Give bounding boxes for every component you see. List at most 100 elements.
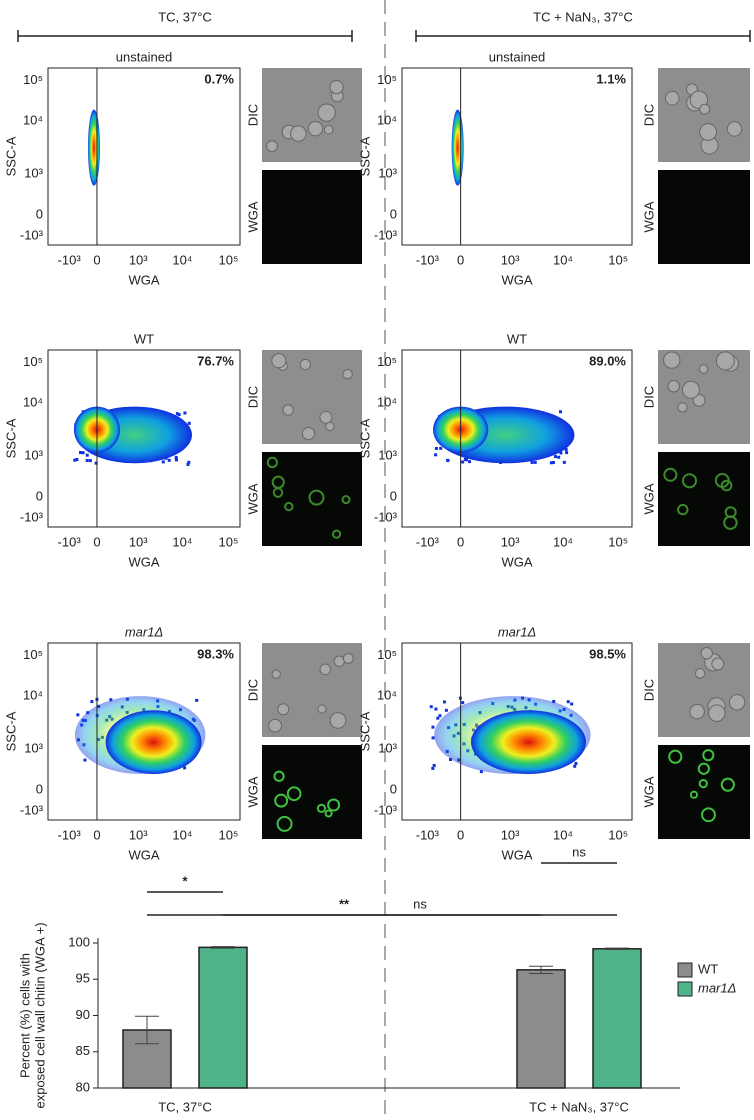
condition-label: TC + NaN₃, 37°C — [533, 9, 633, 24]
wga-image — [262, 452, 362, 546]
gate-percent: 1.1% — [596, 71, 626, 86]
significance-label: ** — [339, 896, 350, 911]
x-tick-label: 10³ — [501, 534, 520, 549]
event — [90, 700, 94, 704]
image-label: WGA — [245, 483, 260, 514]
x-axis-label: WGA — [501, 272, 532, 287]
image-label: DIC — [245, 104, 260, 126]
stained-cell — [308, 489, 325, 506]
error-bar — [605, 947, 629, 951]
cell — [694, 668, 706, 679]
panel-title: unstained — [116, 49, 172, 64]
stained-cell — [324, 809, 333, 818]
flow-panel: mar1Δ 98.3% -10³ 0 10³ 10⁴ 10⁵ 10⁵ 10⁴ 10³ 0 -10³ WG… — [3, 624, 362, 862]
error-bar — [135, 1015, 159, 1045]
y-tick-label: 10⁵ — [23, 647, 43, 662]
image-label: WGA — [641, 776, 656, 807]
cell — [329, 712, 347, 729]
gate-percent: 98.5% — [589, 646, 626, 661]
event — [468, 460, 472, 464]
stained-cell — [276, 815, 293, 832]
event — [565, 451, 569, 455]
event — [434, 453, 438, 457]
y-tick-label: 95 — [76, 971, 90, 986]
event — [553, 455, 557, 459]
stained-cell — [274, 793, 289, 808]
plot-frame — [401, 349, 633, 528]
event — [464, 458, 468, 462]
cell — [711, 657, 725, 671]
plot-frame — [47, 349, 241, 528]
density-core — [471, 710, 586, 774]
event — [76, 713, 80, 717]
event — [174, 458, 178, 462]
cell — [681, 380, 700, 399]
image-label: WGA — [245, 201, 260, 232]
stained-cell — [720, 777, 735, 792]
cell — [689, 703, 705, 720]
cell — [290, 125, 307, 142]
event — [438, 714, 442, 718]
cell — [699, 103, 711, 115]
panel-title: unstained — [489, 49, 545, 64]
image-label: DIC — [641, 104, 656, 126]
y-tick-label: -10³ — [374, 803, 398, 818]
event — [562, 460, 566, 464]
panel-title: mar1Δ — [498, 624, 536, 639]
y-tick-label: 10⁴ — [23, 688, 43, 703]
cell — [664, 90, 680, 106]
cell — [663, 351, 681, 369]
x-tick-label: 10⁴ — [553, 827, 573, 842]
y-tick-label: 10⁴ — [23, 113, 43, 128]
cell — [329, 80, 344, 95]
event — [431, 725, 435, 729]
cell — [299, 358, 311, 371]
image-label: DIC — [245, 386, 260, 408]
x-tick-label: -10³ — [58, 534, 82, 549]
y-tick-label: 10⁴ — [377, 688, 397, 703]
image-label: DIC — [641, 386, 656, 408]
event — [167, 458, 171, 462]
legend-label: mar1Δ — [698, 980, 736, 995]
event — [574, 761, 578, 765]
condition-label: TC, 37°C — [158, 9, 212, 24]
x-tick-label: 0 — [457, 252, 464, 267]
stained-cell — [316, 803, 327, 814]
panel-title: WT — [134, 331, 154, 346]
cell — [342, 652, 354, 664]
event — [75, 457, 79, 461]
event — [81, 451, 85, 455]
y-tick-label: 0 — [36, 488, 43, 503]
y-tick-label: -10³ — [20, 803, 44, 818]
y-tick-label: 10³ — [24, 166, 43, 181]
y-tick-label: 10³ — [378, 448, 397, 463]
plot-frame — [47, 67, 241, 246]
y-tick-label: 80 — [76, 1079, 90, 1094]
gate-percent: 98.3% — [197, 646, 234, 661]
dic-image — [262, 68, 362, 162]
stained-cell — [702, 749, 715, 762]
cell — [728, 694, 746, 711]
legend-label: WT — [698, 961, 718, 976]
event — [442, 700, 446, 704]
x-axis-label: WGA — [128, 272, 159, 287]
significance-label: ns — [572, 844, 586, 859]
significance-label: * — [182, 873, 188, 888]
y-axis-label: SSC-A — [3, 418, 18, 458]
y-axis-label: SSC-A — [357, 418, 372, 458]
wga-image — [658, 170, 750, 264]
y-tick-label: 10³ — [378, 741, 397, 756]
cell — [282, 404, 294, 416]
event — [177, 413, 181, 417]
cell — [319, 663, 332, 676]
x-tick-label: 10⁴ — [553, 252, 573, 267]
stained-cell — [723, 515, 738, 530]
gate-percent: 76.7% — [197, 353, 234, 368]
x-tick-label: 10⁴ — [172, 252, 192, 267]
flow-panel: WT 89.0% -10³ 0 10³ 10⁴ 10⁵ 10⁵ 10⁴ 10³ 0 -10³ WGA SS… — [357, 331, 750, 569]
event — [85, 453, 89, 457]
y-tick-label: 0 — [390, 206, 397, 221]
event — [434, 446, 438, 450]
stained-cell — [689, 790, 699, 799]
